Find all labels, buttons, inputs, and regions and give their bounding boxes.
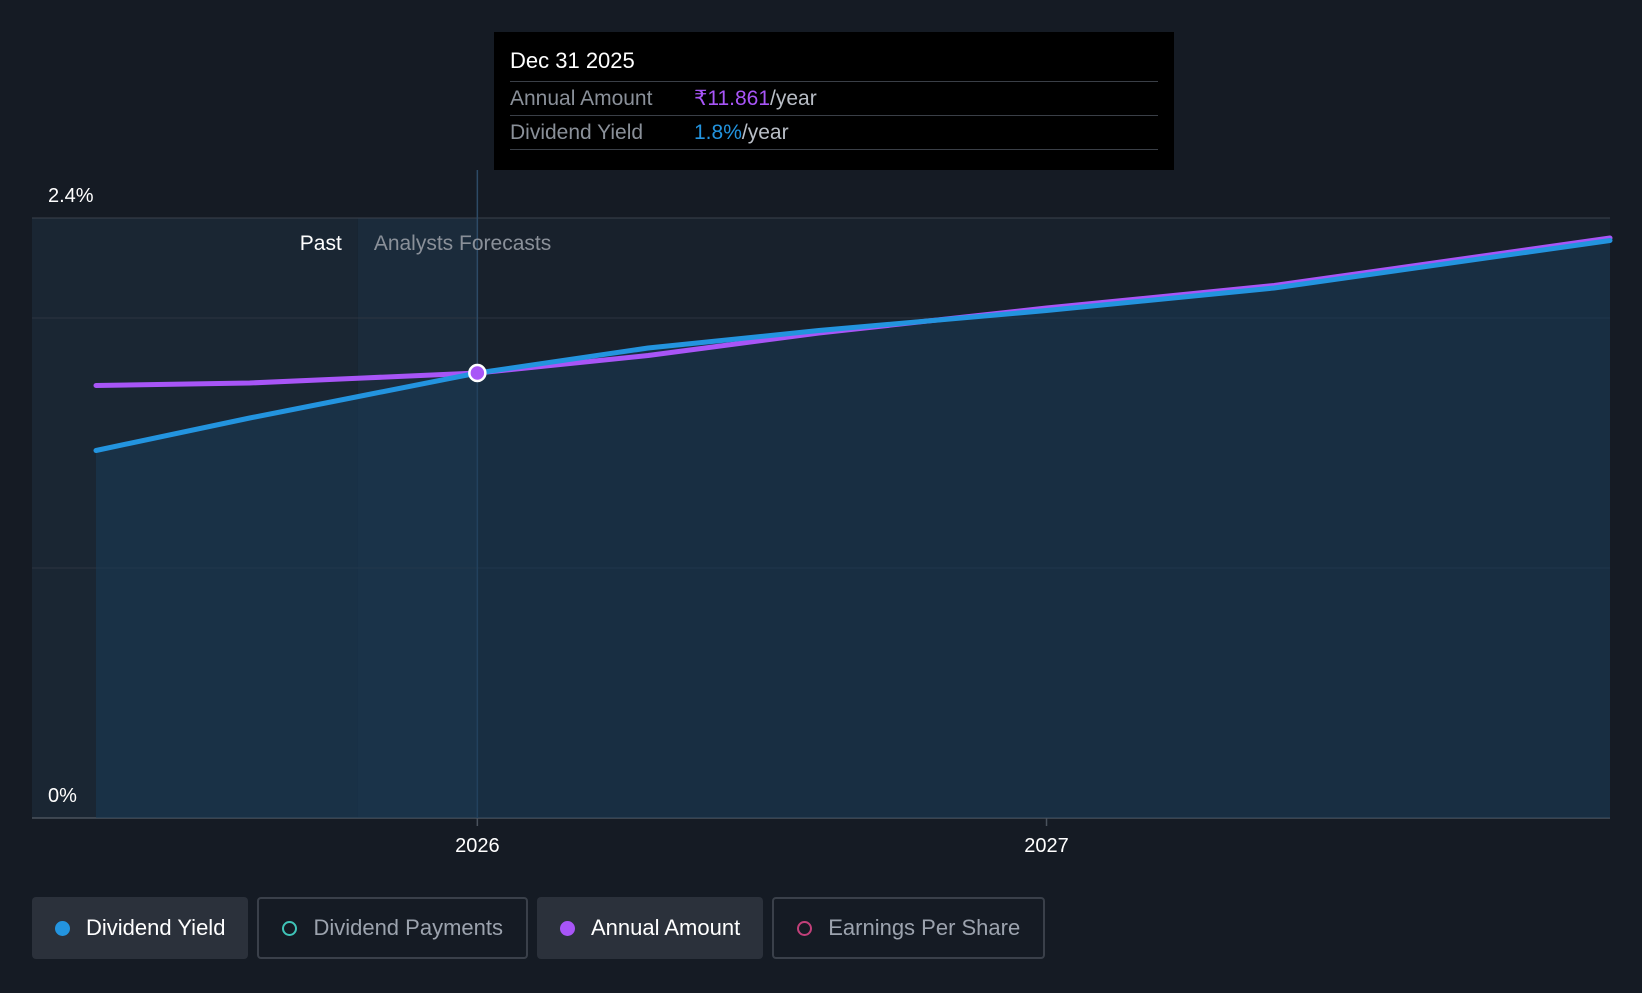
tooltip-value: ₹11.861 [694, 87, 771, 110]
forecast-label: Analysts Forecasts [374, 232, 551, 255]
dividend-yield-line [93, 238, 1613, 453]
legend-label: Dividend Yield [86, 915, 226, 940]
legend-label: Annual Amount [590, 915, 741, 940]
tooltip-unit: /year [741, 121, 789, 144]
dividend-yield-area [96, 240, 1610, 818]
past-label: Past [300, 232, 342, 255]
tooltip-label: Annual Amount [510, 87, 653, 110]
tooltip-unit: /year [770, 87, 817, 110]
tooltip-date: Dec 31 2025 [510, 46, 1158, 82]
y-tick-label: 2.4% [48, 185, 94, 207]
tooltip-row-dividend-yield: Dividend Yield 1.8% /year [510, 116, 1158, 150]
earnings-per-share-ring-icon [797, 920, 813, 936]
highlight-point [468, 363, 487, 383]
chart-tooltip: Dec 31 2025 Annual Amount ₹11.861 /year … [494, 32, 1174, 170]
x-tick-label: 2026 [455, 835, 500, 857]
legend-item-dividend-yield[interactable]: Dividend Yield [32, 897, 249, 959]
legend-item-annual-amount[interactable]: Annual Amount [536, 897, 764, 959]
annual-amount-dot-icon [559, 920, 575, 936]
dividend-yield-dot-icon [55, 920, 70, 936]
legend-item-earnings-per-share[interactable]: Earnings Per Share [772, 897, 1046, 959]
tooltip-value: 1.8% [694, 121, 742, 144]
dividend-payments-ring-icon [282, 920, 298, 936]
legend-label: Dividend Payments [313, 915, 503, 940]
tooltip-label: Dividend Yield [510, 121, 644, 144]
tooltip-row-annual-amount: Annual Amount ₹11.861 /year [510, 82, 1158, 116]
legend-item-dividend-payments[interactable]: Dividend Payments [257, 897, 528, 959]
legend-label: Earnings Per Share [828, 915, 1021, 940]
y-tick-label: 0% [48, 785, 77, 807]
x-tick-label: 2027 [1024, 835, 1069, 857]
chart-legend: Dividend Yield Dividend Payments Annual … [32, 897, 1046, 959]
